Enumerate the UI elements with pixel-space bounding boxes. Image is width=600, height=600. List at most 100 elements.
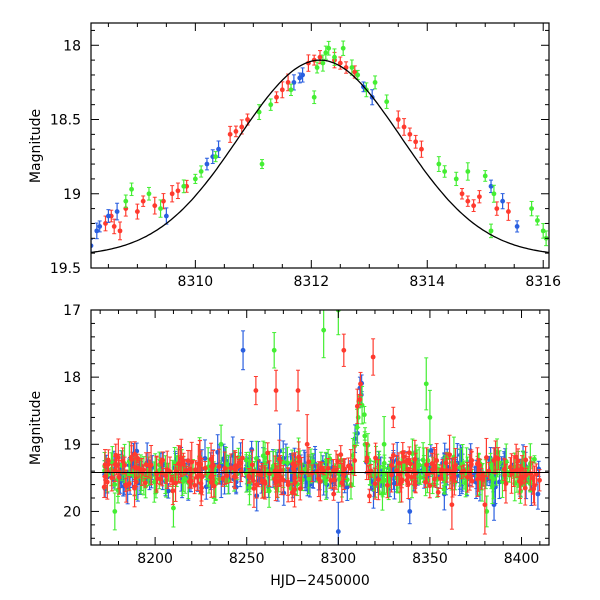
data-point (399, 479, 404, 485)
data-point (488, 183, 494, 189)
data-point (140, 198, 146, 204)
data-point (173, 480, 178, 486)
x-tick-label: 8314 (409, 274, 445, 290)
data-point (169, 477, 175, 483)
data-point (240, 455, 245, 461)
data-point (233, 128, 239, 134)
data-point (135, 455, 141, 461)
data-point (406, 474, 411, 479)
data-point (239, 124, 245, 130)
data-point (300, 477, 305, 483)
data-point (314, 65, 320, 70)
data-point (354, 424, 360, 430)
data-point (491, 458, 497, 463)
data-point (232, 467, 238, 473)
data-point (372, 79, 378, 85)
data-point (158, 476, 163, 482)
data-point (344, 477, 350, 483)
data-point (152, 203, 158, 209)
data-point (163, 213, 169, 219)
data-point (154, 470, 159, 476)
data-point (335, 529, 341, 534)
data-point (246, 474, 252, 480)
data-point (227, 131, 233, 137)
data-point (537, 477, 542, 483)
data-point (475, 461, 480, 467)
x-tick-label: 8250 (229, 551, 265, 567)
data-point (500, 198, 506, 204)
data-point (384, 99, 390, 105)
top-panel: 8310 8312 8314 8316 18 18.5 19 19.5 Magnitude (28, 22, 561, 290)
data-point (262, 455, 268, 461)
data-point (407, 131, 413, 137)
data-point (401, 454, 406, 460)
data-point (253, 388, 259, 393)
data-point (453, 176, 459, 182)
x-tick-label: 8200 (137, 551, 173, 567)
data-point (146, 191, 152, 197)
data-point (192, 482, 198, 488)
data-point (240, 347, 246, 353)
y-tick-label: 18 (63, 38, 81, 54)
data-point (491, 191, 497, 197)
data-point (488, 228, 494, 234)
data-point (389, 472, 394, 478)
data-point (185, 458, 191, 464)
data-point (222, 465, 228, 471)
data-point (535, 491, 541, 497)
data-point (372, 481, 378, 487)
data-point (337, 60, 343, 66)
data-point (245, 117, 250, 122)
data-point (181, 461, 186, 467)
data-point (370, 354, 376, 360)
data-point (297, 486, 303, 492)
data-point (290, 466, 296, 472)
data-point (469, 478, 475, 484)
bottom-panel: 8200 8250 8300 8350 8400 17 18 19 20 Magnitude H… (28, 303, 550, 589)
data-point (482, 173, 488, 179)
data-point (406, 450, 412, 456)
data-point (413, 139, 419, 145)
data-point (420, 457, 426, 463)
data-point (459, 191, 465, 197)
data-point (332, 54, 337, 60)
data-point (465, 198, 471, 204)
data-point (468, 461, 474, 467)
data-point (211, 483, 217, 489)
data-point (436, 161, 442, 167)
data-point (158, 459, 164, 465)
data-point (254, 482, 260, 487)
data-point (285, 79, 291, 85)
data-point (358, 381, 363, 387)
data-point (339, 480, 345, 486)
data-point (523, 457, 529, 463)
data-point (326, 45, 332, 51)
top-ticks: 8310 8312 8314 8316 18 18.5 19 19.5 (50, 23, 561, 290)
top-y-axis-title: Magnitude (28, 109, 44, 183)
data-point (443, 460, 449, 466)
data-point (540, 228, 546, 234)
data-point (346, 463, 351, 469)
data-point (116, 474, 122, 480)
data-point (323, 477, 329, 483)
data-point (192, 467, 198, 473)
data-point (357, 397, 363, 402)
data-point (361, 412, 367, 418)
data-point (218, 441, 224, 447)
data-point (112, 482, 118, 487)
x-tick-label: 8300 (320, 551, 356, 567)
data-point (518, 478, 524, 483)
x-tick-label: 8316 (525, 274, 561, 290)
data-point (142, 480, 148, 486)
data-point (494, 206, 500, 212)
data-point (181, 183, 187, 189)
data-point (437, 476, 443, 482)
data-point (123, 483, 129, 489)
data-point (111, 224, 117, 229)
data-point (114, 463, 119, 468)
data-point (163, 473, 169, 479)
data-point (103, 221, 108, 226)
data-point (364, 455, 370, 461)
data-point (444, 467, 450, 473)
